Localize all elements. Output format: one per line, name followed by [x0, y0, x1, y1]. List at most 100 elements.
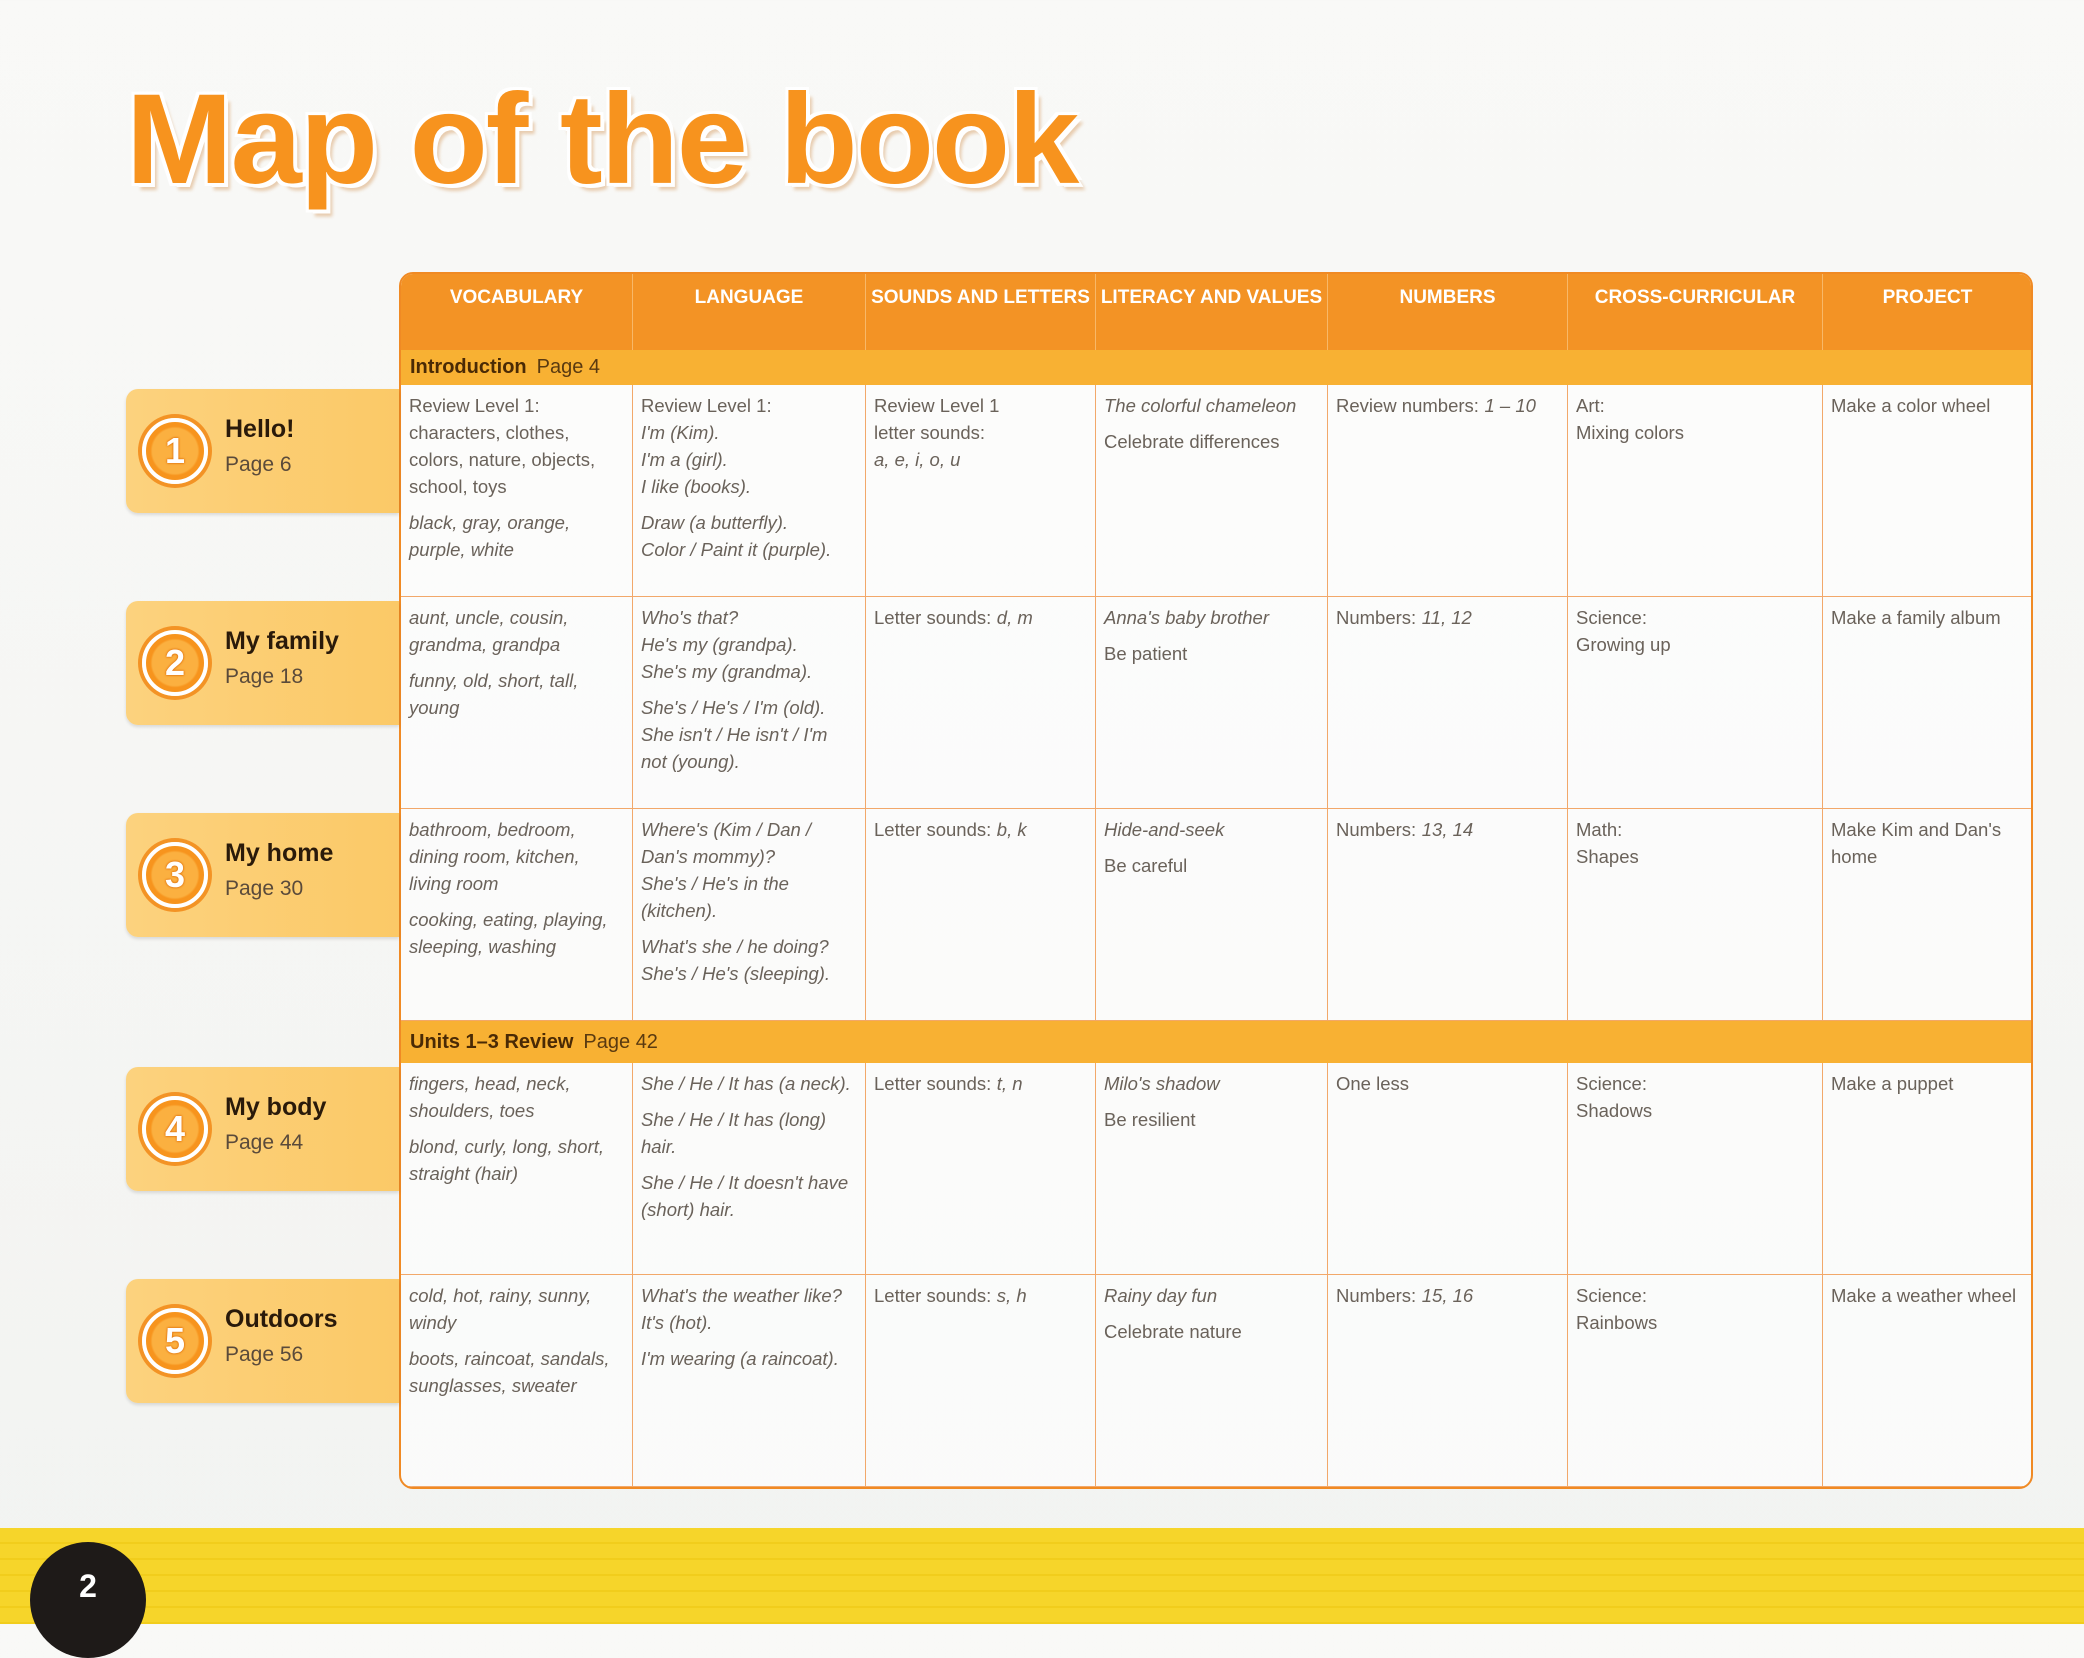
cell-line: Art: [1576, 392, 1814, 419]
table-cell: Review Level 1: characters, clothes, colo… [401, 385, 633, 597]
cell-line: I'm (Kim). [641, 419, 857, 446]
cell-text: cold, hot, rainy, sunny, windy [409, 1285, 592, 1333]
cell-text: blond, curly, long, short, straight (hai… [409, 1136, 605, 1184]
cell-block: What's the weather like? It's (hot). [641, 1282, 857, 1336]
cell-text: Be careful [1104, 855, 1188, 876]
cell-line: Be patient [1104, 640, 1319, 667]
cell-line: blond, curly, long, short, straight (hai… [409, 1133, 624, 1187]
cell-text: She's my (grandma). [641, 661, 813, 682]
cell-block: The colorful chameleon [1104, 392, 1319, 419]
cell-line: Shadows [1576, 1097, 1814, 1124]
cell-block: fingers, head, neck, shoulders, toes [409, 1070, 624, 1124]
cell-block: Rainy day fun [1104, 1282, 1319, 1309]
cell-line: It's (hot). [641, 1309, 857, 1336]
cell-text: Make a weather wheel [1831, 1285, 2017, 1306]
table-cell: Hide-and-seek Be careful [1096, 809, 1328, 1021]
cell-block: She / He / It doesn't have (short) hair. [641, 1169, 857, 1223]
column-header: VOCABULARY [401, 274, 633, 350]
cell-line: Be careful [1104, 852, 1319, 879]
cell-text: Letter sounds: [874, 1073, 992, 1094]
table-cell: Review Level 1 letter sounds: a, e, i, o, … [866, 385, 1096, 597]
table-cell: Who's that? He's my (grandpa). She's my (g… [633, 597, 866, 809]
unit-title: Outdoors [225, 1305, 338, 1333]
cell-line: Milo's shadow [1104, 1070, 1319, 1097]
cell-line: Rainy day fun [1104, 1282, 1319, 1309]
table-cell: Make a weather wheel [1823, 1275, 2031, 1487]
cell-block: cooking, eating, playing, sleeping, wash… [409, 906, 624, 960]
cell-line: fingers, head, neck, shoulders, toes [409, 1070, 624, 1124]
cell-line: Letter sounds: s, h [874, 1282, 1087, 1309]
table-cell: Numbers: 15, 16 [1328, 1275, 1568, 1487]
cell-line: Mixing colors [1576, 419, 1814, 446]
cell-line: Growing up [1576, 631, 1814, 658]
table-cell: Letter sounds: b, k [866, 809, 1096, 1021]
cell-block: Be patient [1104, 640, 1319, 667]
cell-text: Letter sounds: [874, 607, 992, 628]
cell-text: Letter sounds: [874, 1285, 992, 1306]
cell-block: Math: Shapes [1576, 816, 1814, 870]
cell-text: Hide-and-seek [1104, 819, 1225, 840]
cell-block: Science: Shadows [1576, 1070, 1814, 1124]
cell-line: He's my (grandpa). [641, 631, 857, 658]
cell-line: Numbers: 11, 12 [1336, 604, 1559, 631]
cell-text: I like (books). [641, 476, 752, 497]
cell-text: She's / He's / I'm (old). [641, 697, 826, 718]
table-cell: Letter sounds: s, h [866, 1275, 1096, 1487]
table-cell: bathroom, bedroom, dining room, kitchen,… [401, 809, 633, 1021]
page-number: 2 [79, 1568, 97, 1604]
cell-text: cooking, eating, playing, sleeping, wash… [409, 909, 608, 957]
cell-text: Growing up [1576, 634, 1671, 655]
cell-line: Letter sounds: d, m [874, 604, 1087, 631]
cell-block: Science: Growing up [1576, 604, 1814, 658]
band-page: Page 42 [583, 1030, 658, 1053]
cell-text: I'm a (girl). [641, 449, 728, 470]
cell-block: Make a family album [1831, 604, 2024, 631]
footer-band [0, 1528, 2084, 1624]
cell-line: Letter sounds: b, k [874, 816, 1087, 843]
table-cell: What's the weather like? It's (hot). I'm w… [633, 1275, 866, 1487]
table-cell: Rainy day fun Celebrate nature [1096, 1275, 1328, 1487]
unit-title: Hello! [225, 415, 295, 443]
cell-text: The colorful chameleon [1104, 395, 1297, 416]
cell-text: Numbers: [1336, 1285, 1417, 1306]
cell-line: a, e, i, o, u [874, 446, 1087, 473]
cell-block: Science: Rainbows [1576, 1282, 1814, 1336]
cell-line: Letter sounds: t, n [874, 1070, 1087, 1097]
unit-number: 1 [142, 418, 208, 484]
cell-block: Review Level 1: I'm (Kim). I'm a (girl). I … [641, 392, 857, 500]
cell-text: Make Kim and Dan's home [1831, 819, 2002, 867]
cell-block: boots, raincoat, sandals, sunglasses, sw… [409, 1345, 624, 1399]
cell-line: She's my (grandma). [641, 658, 857, 685]
cell-line: Review numbers: 1 – 10 [1336, 392, 1559, 419]
unit-title: My body [225, 1093, 327, 1121]
cell-line: She / He / It doesn't have (short) hair. [641, 1169, 857, 1223]
unit-page: Page 18 [225, 665, 304, 688]
cell-line: Make a weather wheel [1831, 1282, 2024, 1309]
cell-text: Make a color wheel [1831, 395, 1991, 416]
cell-text: She isn't / He isn't / I'm not (young). [641, 724, 828, 772]
cell-line: Color / Paint it (purple). [641, 536, 857, 563]
cell-line: She's / He's / I'm (old). [641, 694, 857, 721]
band-page: Page 4 [536, 356, 601, 378]
table-cell: cold, hot, rainy, sunny, windy boots, rai… [401, 1275, 633, 1487]
cell-line: Review Level 1: [641, 392, 857, 419]
cell-text: 1 – 10 [1484, 395, 1536, 416]
column-header: PROJECT [1823, 274, 2031, 350]
table-cell: Letter sounds: d, m [866, 597, 1096, 809]
cell-line: Where's (Kim / Dan / Dan's mommy)? [641, 816, 857, 870]
cell-block: Make Kim and Dan's home [1831, 816, 2024, 870]
unit-number: 5 [142, 1308, 208, 1374]
cell-line: What's she / he doing? [641, 933, 857, 960]
cell-text: Shapes [1576, 846, 1639, 867]
section-band: Units 1–3 Review Page 42 [401, 1021, 2031, 1063]
cell-text: I'm (Kim). [641, 422, 720, 443]
cell-text: Draw (a butterfly). [641, 512, 789, 533]
cell-block: Be careful [1104, 852, 1319, 879]
cell-text: Math: [1576, 819, 1623, 840]
table-cell: aunt, uncle, cousin, grandma, grandpa fun… [401, 597, 633, 809]
cell-line: Science: [1576, 604, 1814, 631]
cell-text: Color / Paint it (purple). [641, 539, 832, 560]
cell-text: Review Level 1: [641, 395, 772, 416]
cell-text: What's she / he doing? [641, 936, 829, 957]
